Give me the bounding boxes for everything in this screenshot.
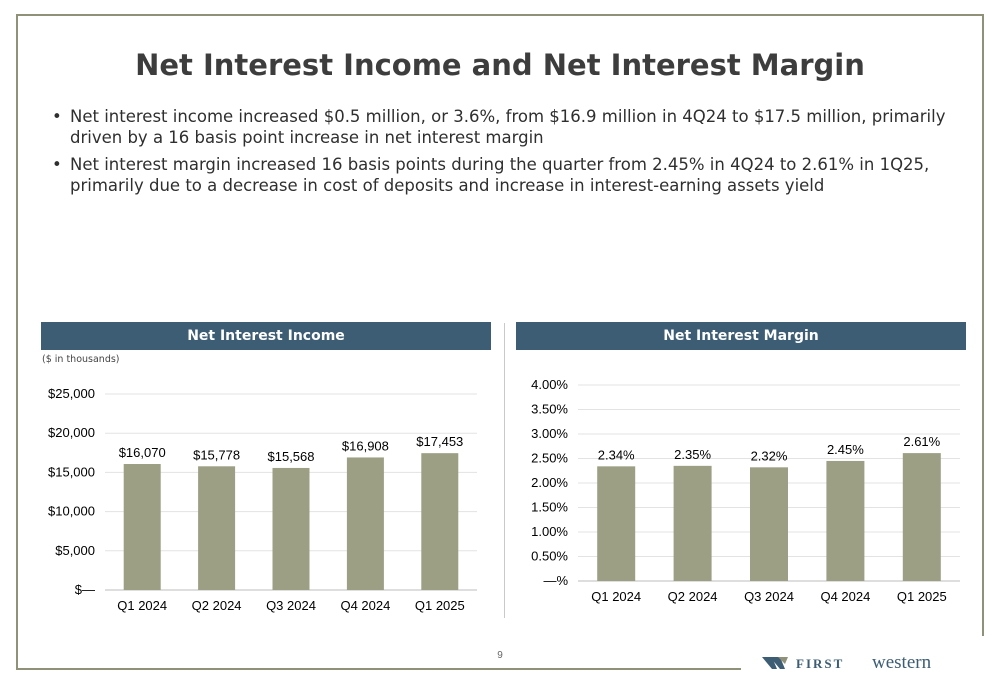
nii-x-tick-label: Q4 2024 (340, 598, 390, 613)
bullet-item: • Net interest margin increased 16 basis … (50, 154, 970, 196)
page-title: Net Interest Income and Net Interest Mar… (135, 48, 865, 82)
nii-y-tick-label: $5,000 (55, 543, 95, 558)
nim-x-tick-label: Q1 2025 (897, 589, 947, 604)
nim-bar (750, 467, 788, 581)
nii-y-tick-label: $10,000 (48, 504, 95, 519)
company-logo: FIRST western (762, 652, 932, 673)
nim-y-tick-label: 3.50% (531, 402, 568, 417)
nim-value-label: 2.45% (827, 442, 864, 457)
nim-y-tick-label: 2.50% (531, 451, 568, 466)
logo-word-first: FIRST (796, 656, 844, 671)
nii-value-label: $15,568 (268, 449, 315, 464)
nim-value-label: 2.34% (598, 447, 635, 462)
nim-x-tick-label: Q2 2024 (668, 589, 718, 604)
nim-x-tick-label: Q4 2024 (820, 589, 870, 604)
frame-left-line (16, 14, 18, 670)
nii-y-tick-label: $25,000 (48, 386, 95, 401)
bullet-list: • Net interest income increased $0.5 mill… (50, 106, 970, 202)
nim-y-tick-label: 1.00% (531, 524, 568, 539)
nii-bar (421, 453, 459, 590)
bullet-text: Net interest margin increased 16 basis p… (70, 155, 930, 195)
frame-top-line (16, 14, 984, 16)
nim-y-tick-label: 3.00% (531, 426, 568, 441)
nim-y-tick-label: —% (543, 573, 568, 588)
bullet-item: • Net interest income increased $0.5 mill… (50, 106, 970, 148)
nim-bar (826, 460, 865, 581)
nii-bar (198, 466, 236, 590)
bullet-dot-icon: • (52, 155, 62, 174)
nim-y-tick-label: 4.00% (531, 377, 568, 392)
nii-value-label: $15,778 (193, 447, 240, 462)
nim-chart: —% 0.50% 1.00% 1.50% 2.00% 2.50% 3.00% 3.50% 4.0… (531, 377, 960, 604)
nii-y-tick-label: $20,000 (48, 425, 95, 440)
nii-bar (272, 467, 310, 590)
bullet-dot-icon: • (52, 107, 62, 126)
page-number: 9 (497, 650, 503, 661)
nim-y-tick-label: 0.50% (531, 549, 568, 564)
nim-value-label: 2.32% (751, 448, 788, 463)
nii-value-label: $16,070 (119, 445, 166, 460)
nii-bar (123, 464, 161, 590)
nii-x-tick-label: Q2 2024 (192, 598, 242, 613)
nii-chart-header: Net Interest Income (41, 322, 491, 350)
nim-bar (597, 466, 636, 581)
bullet-text: Net interest income increased $0.5 milli… (70, 107, 946, 147)
nim-x-tick-label: Q1 2024 (591, 589, 641, 604)
nii-x-tick-label: Q3 2024 (266, 598, 316, 613)
nim-value-label: 2.35% (674, 447, 711, 462)
logo-word-western: western (872, 652, 932, 673)
nii-value-label: $16,908 (342, 438, 389, 453)
nim-y-tick-label: 1.50% (531, 500, 568, 515)
nii-x-tick-label: Q1 2024 (117, 598, 167, 613)
frame-bottom-line (16, 668, 741, 670)
nim-bar (673, 465, 712, 581)
nii-y-tick-label: $— (75, 582, 95, 597)
nim-x-tick-label: Q3 2024 (744, 589, 794, 604)
nii-value-label: $17,453 (416, 434, 463, 449)
nim-bar (902, 453, 941, 581)
frame-right-line (982, 14, 984, 636)
units-note: ($ in thousands) (42, 354, 120, 365)
nim-chart-header: Net Interest Margin (516, 322, 966, 350)
nii-x-tick-label: Q1 2025 (415, 598, 465, 613)
nim-y-tick-label: 2.00% (531, 475, 568, 490)
nii-bar (346, 457, 384, 590)
nii-y-tick-label: $15,000 (48, 464, 95, 479)
nim-value-label: 2.61% (903, 434, 940, 449)
logo-mark-icon (762, 657, 788, 669)
panel-divider (504, 323, 505, 618)
nii-chart: $— $5,000 $10,000 $15,000 $20,000 $25,000 $16,… (48, 386, 477, 613)
